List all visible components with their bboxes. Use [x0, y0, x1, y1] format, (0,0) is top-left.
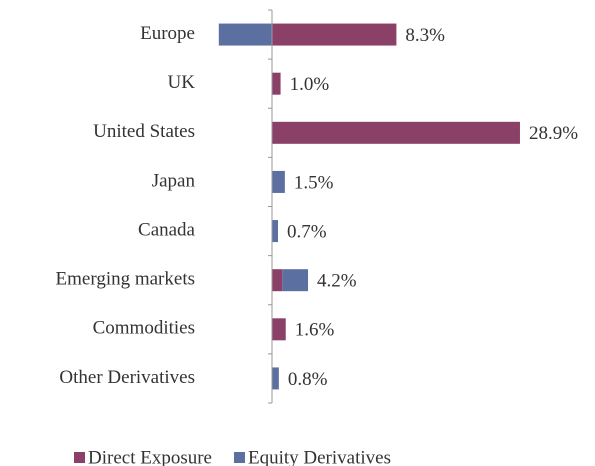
total-label: 8.3% [405, 25, 445, 46]
bar [272, 367, 279, 390]
total-label: 0.7% [287, 221, 327, 242]
category-label: Europe [140, 23, 195, 44]
bar [272, 23, 397, 46]
category-label: Canada [138, 219, 196, 240]
bar [272, 269, 283, 292]
bar [272, 121, 520, 144]
category-label: Other Derivatives [59, 367, 195, 388]
category-label: Emerging markets [56, 269, 195, 290]
total-label: 1.6% [295, 320, 335, 341]
total-label: 28.9% [529, 123, 578, 144]
category-label: Japan [152, 170, 196, 191]
bar [272, 220, 279, 243]
total-label: 4.2% [317, 271, 357, 292]
category-label: Commodities [93, 318, 195, 339]
category-label: UK [168, 72, 196, 93]
legend-label: Equity Derivatives [248, 447, 391, 466]
legend-swatch [233, 452, 245, 463]
bar [272, 72, 281, 95]
bar [272, 318, 286, 341]
bar [282, 269, 309, 292]
total-label: 0.8% [288, 369, 328, 390]
bar [272, 170, 285, 193]
total-label: 1.0% [290, 74, 330, 95]
total-label: 1.5% [294, 172, 334, 193]
legend-label: Direct Exposure [88, 447, 212, 466]
legend-swatch [74, 452, 85, 463]
category-label: United States [93, 121, 195, 142]
bar [218, 23, 272, 46]
